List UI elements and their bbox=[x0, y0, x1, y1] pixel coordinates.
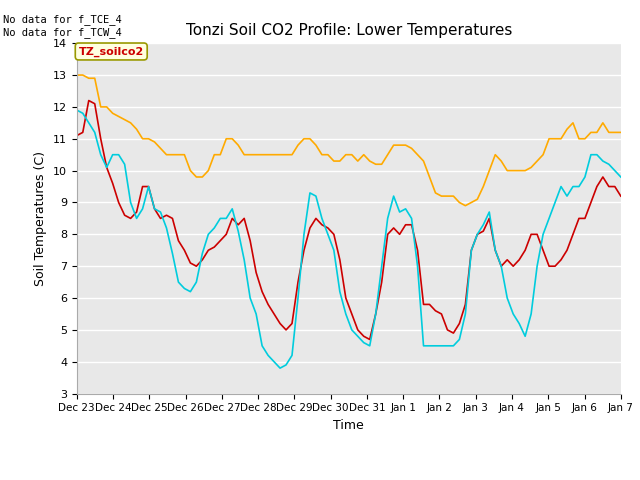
Tree2 -8cm bbox=[402, 206, 410, 212]
Open -8cm bbox=[408, 222, 415, 228]
Line: Tree -8cm: Tree -8cm bbox=[77, 75, 621, 205]
Text: TZ_soilco2: TZ_soilco2 bbox=[79, 47, 144, 57]
Open -8cm bbox=[509, 264, 517, 269]
X-axis label: Time: Time bbox=[333, 419, 364, 432]
Open -8cm bbox=[522, 247, 529, 253]
Open -8cm bbox=[486, 216, 493, 221]
Tree2 -8cm bbox=[504, 295, 511, 301]
Tree2 -8cm bbox=[509, 311, 517, 317]
Open -8cm bbox=[73, 132, 81, 138]
Tree -8cm bbox=[504, 168, 511, 173]
Tree2 -8cm bbox=[515, 321, 523, 326]
Line: Tree2 -8cm: Tree2 -8cm bbox=[77, 110, 621, 368]
Tree2 -8cm bbox=[73, 107, 81, 113]
Open -8cm bbox=[617, 193, 625, 199]
Legend: Open -8cm, Tree -8cm, Tree2 -8cm: Open -8cm, Tree -8cm, Tree2 -8cm bbox=[163, 477, 535, 480]
Tree -8cm bbox=[73, 72, 81, 78]
Open -8cm bbox=[366, 336, 374, 342]
Tree -8cm bbox=[617, 130, 625, 135]
Tree -8cm bbox=[396, 142, 403, 148]
Y-axis label: Soil Temperatures (C): Soil Temperatures (C) bbox=[35, 151, 47, 286]
Tree2 -8cm bbox=[479, 222, 487, 228]
Open -8cm bbox=[515, 257, 523, 263]
Tree2 -8cm bbox=[533, 264, 541, 269]
Tree -8cm bbox=[509, 168, 517, 173]
Tree2 -8cm bbox=[276, 365, 284, 371]
Text: No data for f_TCE_4
No data for f_TCW_4: No data for f_TCE_4 No data for f_TCW_4 bbox=[3, 14, 122, 38]
Open -8cm bbox=[85, 97, 93, 103]
Tree -8cm bbox=[479, 184, 487, 190]
Tree -8cm bbox=[461, 203, 469, 208]
Line: Open -8cm: Open -8cm bbox=[77, 100, 621, 339]
Tree -8cm bbox=[533, 158, 541, 164]
Title: Tonzi Soil CO2 Profile: Lower Temperatures: Tonzi Soil CO2 Profile: Lower Temperatur… bbox=[186, 23, 512, 38]
Tree2 -8cm bbox=[617, 174, 625, 180]
Tree -8cm bbox=[515, 168, 523, 173]
Open -8cm bbox=[540, 247, 547, 253]
